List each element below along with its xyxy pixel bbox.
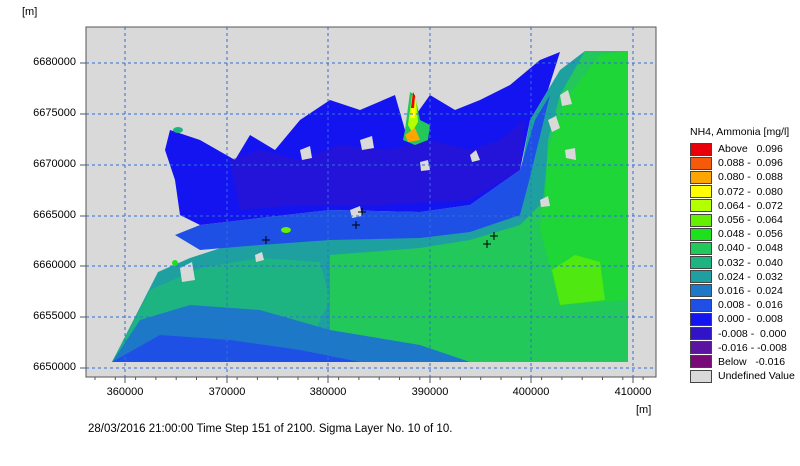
legend-label: 0.040 - 0.048: [718, 242, 783, 255]
legend-swatch: [690, 341, 712, 355]
legend-entry: 0.008 - 0.016: [690, 298, 795, 312]
legend-label: 0.064 - 0.072: [718, 199, 783, 212]
legend-entry: -0.008 - 0.000: [690, 326, 795, 341]
y-tick-label: 6670000: [33, 158, 76, 170]
legend-label: 0.024 - 0.032: [718, 270, 783, 283]
x-tick-label: 390000: [411, 386, 449, 398]
legend-label: 0.000 - 0.008: [718, 313, 783, 326]
y-tick-label: 6680000: [33, 56, 76, 68]
legend-swatch: [690, 284, 712, 298]
legend-label: Undefined Value: [718, 370, 795, 383]
legend-swatch: [690, 355, 712, 369]
legend-swatch: [690, 241, 712, 255]
legend-entry: Above 0.096: [690, 142, 795, 156]
x-axis-unit: [m]: [636, 404, 652, 416]
y-tick-label: 6660000: [33, 259, 76, 271]
legend-swatch: [690, 156, 712, 170]
legend-entry: 0.040 - 0.048: [690, 241, 795, 255]
legend-entry: 0.056 - 0.064: [690, 213, 795, 227]
legend-entry: 0.048 - 0.056: [690, 227, 795, 241]
x-tick-label: 400000: [512, 386, 550, 398]
legend-label: -0.008 - 0.000: [718, 327, 787, 340]
legend-entry: Undefined Value: [690, 369, 795, 383]
legend-entry: Below -0.016: [690, 355, 795, 369]
grid-lines: [86, 27, 656, 377]
legend-entry: 0.064 - 0.072: [690, 199, 795, 213]
legend-label: -0.016 - -0.008: [718, 341, 787, 354]
legend-swatch: [690, 270, 712, 284]
legend: NH4, Ammonia [mg/l] Above 0.096 0.088 - 0…: [690, 126, 795, 383]
x-tick-label: 410000: [614, 386, 652, 398]
legend-entry: 0.088 - 0.096: [690, 156, 795, 170]
islands: [180, 90, 576, 282]
legend-swatch: [690, 142, 712, 156]
x-tick-label: 360000: [106, 386, 144, 398]
legend-swatch: [690, 185, 712, 199]
y-tick-label: 6665000: [33, 209, 76, 221]
legend-swatch: [690, 199, 712, 213]
legend-label: Below -0.016: [718, 355, 786, 368]
legend-entry: 0.032 - 0.040: [690, 256, 795, 270]
legend-label: 0.016 - 0.024: [718, 284, 783, 297]
legend-entry: -0.016 - -0.008: [690, 341, 795, 355]
legend-swatch: [690, 312, 712, 326]
legend-label: 0.032 - 0.040: [718, 256, 783, 269]
y-tick-label: 6675000: [33, 107, 76, 119]
legend-label: 0.056 - 0.064: [718, 214, 783, 227]
legend-label: 0.072 - 0.080: [718, 185, 783, 198]
x-tick-label: 370000: [208, 386, 246, 398]
legend-label: 0.080 - 0.088: [718, 171, 783, 184]
x-tick-label: 380000: [309, 386, 347, 398]
source-markers: [262, 208, 498, 248]
legend-swatch: [690, 213, 712, 227]
axis-ticks: [80, 62, 644, 383]
legend-label: 0.088 - 0.096: [718, 157, 783, 170]
legend-swatch: [690, 298, 712, 312]
legend-swatch: [690, 227, 712, 241]
status-line: 28/03/2016 21:00:00 Time Step 151 of 210…: [88, 423, 453, 435]
legend-title: NH4, Ammonia [mg/l]: [690, 126, 790, 138]
legend-entry: 0.016 - 0.024: [690, 284, 795, 298]
legend-entry: 0.000 - 0.008: [690, 312, 795, 326]
legend-label: 0.048 - 0.056: [718, 228, 783, 241]
legend-label: Above 0.096: [718, 143, 783, 156]
legend-swatch: [690, 327, 712, 341]
legend-entry: 0.080 - 0.088: [690, 170, 795, 184]
legend-swatch: [690, 369, 712, 383]
legend-entry: 0.024 - 0.032: [690, 270, 795, 284]
y-tick-label: 6650000: [33, 361, 76, 373]
y-tick-label: 6655000: [33, 310, 76, 322]
legend-entry: 0.072 - 0.080: [690, 185, 795, 199]
legend-label: 0.008 - 0.016: [718, 299, 783, 312]
legend-swatch: [690, 256, 712, 270]
legend-swatch: [690, 170, 712, 184]
y-axis-unit: [m]: [22, 6, 38, 18]
